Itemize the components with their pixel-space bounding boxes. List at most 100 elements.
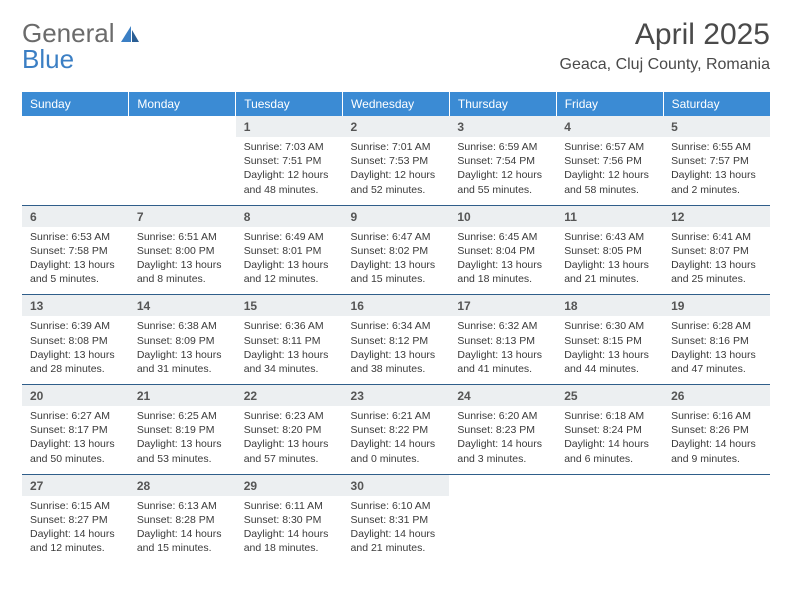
sunrise-text: Sunrise: 6:15 AM: [30, 499, 121, 513]
daylight-text: Daylight: 13 hours and 57 minutes.: [244, 437, 335, 465]
day-number-cell: [449, 474, 556, 496]
sunrise-text: Sunrise: 6:51 AM: [137, 230, 228, 244]
sunrise-text: Sunrise: 6:10 AM: [351, 499, 442, 513]
daylight-text: Daylight: 13 hours and 50 minutes.: [30, 437, 121, 465]
daylight-text: Daylight: 14 hours and 6 minutes.: [564, 437, 655, 465]
day-detail-cell: Sunrise: 6:11 AMSunset: 8:30 PMDaylight:…: [236, 496, 343, 564]
day-number-cell: 3: [449, 116, 556, 137]
day-detail-cell: Sunrise: 6:16 AMSunset: 8:26 PMDaylight:…: [663, 406, 770, 474]
day-detail-cell: Sunrise: 7:01 AMSunset: 7:53 PMDaylight:…: [343, 137, 450, 205]
sunset-text: Sunset: 8:22 PM: [351, 423, 442, 437]
sunset-text: Sunset: 8:08 PM: [30, 334, 121, 348]
day-detail-cell: [556, 496, 663, 564]
day-number-cell: 2: [343, 116, 450, 137]
sunset-text: Sunset: 8:02 PM: [351, 244, 442, 258]
daylight-text: Daylight: 13 hours and 15 minutes.: [351, 258, 442, 286]
day-detail-cell: Sunrise: 6:10 AMSunset: 8:31 PMDaylight:…: [343, 496, 450, 564]
sunrise-text: Sunrise: 6:21 AM: [351, 409, 442, 423]
sunset-text: Sunset: 8:11 PM: [244, 334, 335, 348]
day-number-cell: 1: [236, 116, 343, 137]
day-number-cell: 5: [663, 116, 770, 137]
day-detail-cell: Sunrise: 6:15 AMSunset: 8:27 PMDaylight:…: [22, 496, 129, 564]
day-number-cell: 18: [556, 295, 663, 317]
day-detail-cell: Sunrise: 6:32 AMSunset: 8:13 PMDaylight:…: [449, 316, 556, 384]
sunrise-text: Sunrise: 6:39 AM: [30, 319, 121, 333]
sunrise-text: Sunrise: 6:53 AM: [30, 230, 121, 244]
sunset-text: Sunset: 8:24 PM: [564, 423, 655, 437]
day-detail-cell: Sunrise: 6:59 AMSunset: 7:54 PMDaylight:…: [449, 137, 556, 205]
weekday-header-row: Sunday Monday Tuesday Wednesday Thursday…: [22, 92, 770, 116]
day-detail-cell: Sunrise: 6:55 AMSunset: 7:57 PMDaylight:…: [663, 137, 770, 205]
day-number-cell: 27: [22, 474, 129, 496]
sunrise-text: Sunrise: 6:27 AM: [30, 409, 121, 423]
daylight-text: Daylight: 13 hours and 34 minutes.: [244, 348, 335, 376]
day-number-cell: 25: [556, 385, 663, 407]
weekday-header: Thursday: [449, 92, 556, 116]
daylight-text: Daylight: 14 hours and 21 minutes.: [351, 527, 442, 555]
sunrise-text: Sunrise: 6:59 AM: [457, 140, 548, 154]
sunrise-text: Sunrise: 6:11 AM: [244, 499, 335, 513]
daylight-text: Daylight: 13 hours and 12 minutes.: [244, 258, 335, 286]
daylight-text: Daylight: 14 hours and 0 minutes.: [351, 437, 442, 465]
day-number-cell: 30: [343, 474, 450, 496]
day-detail-cell: Sunrise: 6:41 AMSunset: 8:07 PMDaylight:…: [663, 227, 770, 295]
daylight-text: Daylight: 13 hours and 44 minutes.: [564, 348, 655, 376]
day-number-row: 13141516171819: [22, 295, 770, 317]
day-detail-cell: [129, 137, 236, 205]
day-number-cell: 23: [343, 385, 450, 407]
day-detail-cell: Sunrise: 6:27 AMSunset: 8:17 PMDaylight:…: [22, 406, 129, 474]
day-detail-cell: Sunrise: 6:51 AMSunset: 8:00 PMDaylight:…: [129, 227, 236, 295]
day-detail-cell: [663, 496, 770, 564]
daylight-text: Daylight: 12 hours and 58 minutes.: [564, 168, 655, 196]
day-detail-cell: Sunrise: 7:03 AMSunset: 7:51 PMDaylight:…: [236, 137, 343, 205]
sunset-text: Sunset: 8:16 PM: [671, 334, 762, 348]
daylight-text: Daylight: 13 hours and 18 minutes.: [457, 258, 548, 286]
daylight-text: Daylight: 13 hours and 8 minutes.: [137, 258, 228, 286]
daylight-text: Daylight: 13 hours and 5 minutes.: [30, 258, 121, 286]
sunset-text: Sunset: 8:31 PM: [351, 513, 442, 527]
day-detail-cell: Sunrise: 6:23 AMSunset: 8:20 PMDaylight:…: [236, 406, 343, 474]
weekday-header: Saturday: [663, 92, 770, 116]
day-detail-cell: Sunrise: 6:53 AMSunset: 7:58 PMDaylight:…: [22, 227, 129, 295]
day-number-cell: 19: [663, 295, 770, 317]
day-number-cell: 28: [129, 474, 236, 496]
daylight-text: Daylight: 14 hours and 3 minutes.: [457, 437, 548, 465]
day-detail-cell: Sunrise: 6:30 AMSunset: 8:15 PMDaylight:…: [556, 316, 663, 384]
day-number-cell: 8: [236, 205, 343, 227]
sunrise-text: Sunrise: 6:41 AM: [671, 230, 762, 244]
sunrise-text: Sunrise: 6:30 AM: [564, 319, 655, 333]
day-number-cell: 26: [663, 385, 770, 407]
title-block: April 2025 Geaca, Cluj County, Romania: [560, 18, 770, 74]
day-number-cell: 15: [236, 295, 343, 317]
day-detail-cell: Sunrise: 6:20 AMSunset: 8:23 PMDaylight:…: [449, 406, 556, 474]
header: General April 2025 Geaca, Cluj County, R…: [22, 18, 770, 74]
daylight-text: Daylight: 13 hours and 47 minutes.: [671, 348, 762, 376]
day-number-row: 20212223242526: [22, 385, 770, 407]
sunset-text: Sunset: 7:53 PM: [351, 154, 442, 168]
sunrise-text: Sunrise: 6:38 AM: [137, 319, 228, 333]
sunrise-text: Sunrise: 6:20 AM: [457, 409, 548, 423]
day-detail-cell: Sunrise: 6:45 AMSunset: 8:04 PMDaylight:…: [449, 227, 556, 295]
daylight-text: Daylight: 14 hours and 18 minutes.: [244, 527, 335, 555]
day-number-row: 6789101112: [22, 205, 770, 227]
sunrise-text: Sunrise: 6:43 AM: [564, 230, 655, 244]
day-number-cell: 17: [449, 295, 556, 317]
location: Geaca, Cluj County, Romania: [560, 56, 770, 74]
sunrise-text: Sunrise: 6:36 AM: [244, 319, 335, 333]
day-number-cell: 13: [22, 295, 129, 317]
logo-sail-icon: [119, 24, 141, 44]
day-number-cell: 10: [449, 205, 556, 227]
daylight-text: Daylight: 12 hours and 52 minutes.: [351, 168, 442, 196]
day-detail-cell: Sunrise: 6:13 AMSunset: 8:28 PMDaylight:…: [129, 496, 236, 564]
day-number-cell: 6: [22, 205, 129, 227]
day-number-cell: 16: [343, 295, 450, 317]
sunrise-text: Sunrise: 6:47 AM: [351, 230, 442, 244]
sunrise-text: Sunrise: 6:23 AM: [244, 409, 335, 423]
day-detail-cell: Sunrise: 6:25 AMSunset: 8:19 PMDaylight:…: [129, 406, 236, 474]
daylight-text: Daylight: 13 hours and 25 minutes.: [671, 258, 762, 286]
day-detail-row: Sunrise: 6:15 AMSunset: 8:27 PMDaylight:…: [22, 496, 770, 564]
sunset-text: Sunset: 8:07 PM: [671, 244, 762, 258]
sunset-text: Sunset: 8:01 PM: [244, 244, 335, 258]
day-detail-row: Sunrise: 6:27 AMSunset: 8:17 PMDaylight:…: [22, 406, 770, 474]
day-number-cell: 12: [663, 205, 770, 227]
